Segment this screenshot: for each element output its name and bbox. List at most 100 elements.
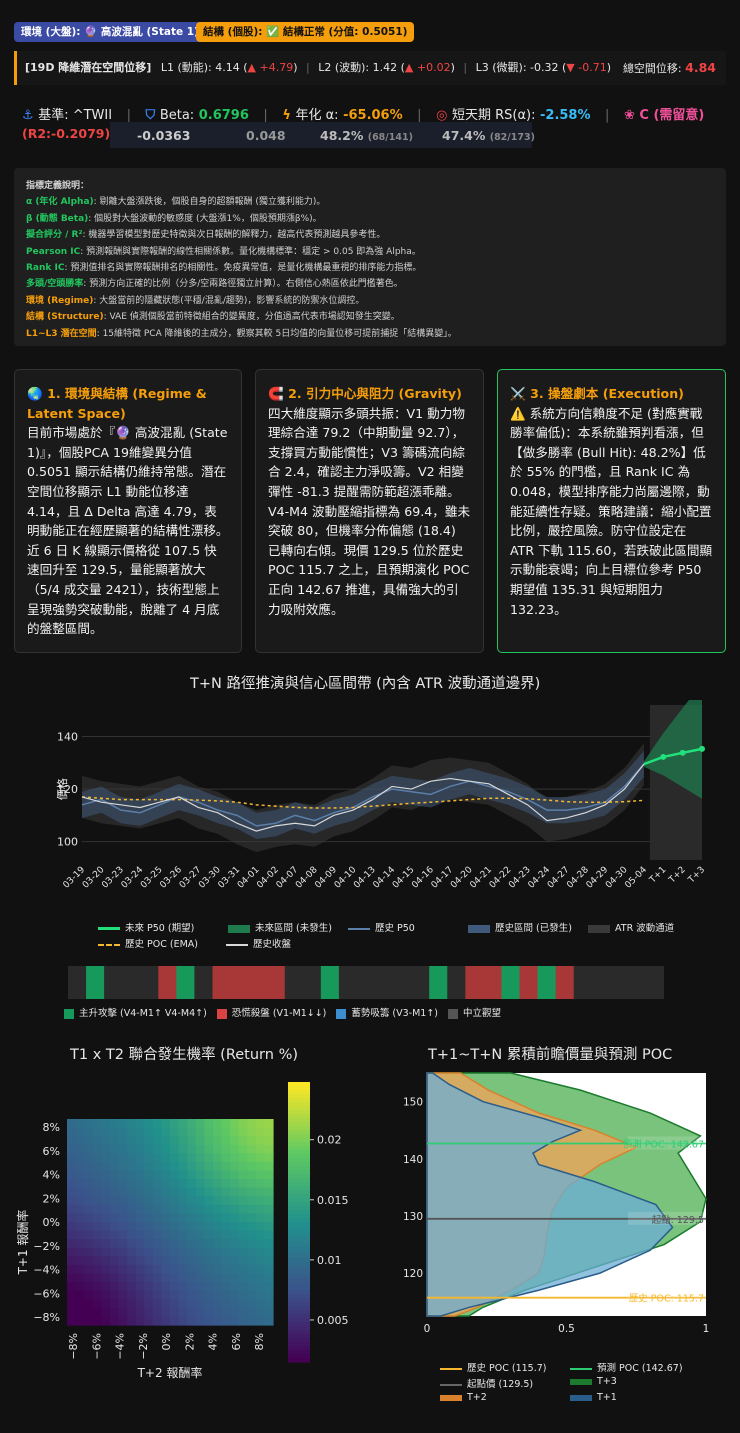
regime-cell <box>609 966 629 999</box>
heat-cell <box>178 1161 188 1172</box>
heat-cell <box>170 1213 180 1223</box>
heat-cell <box>238 1127 248 1137</box>
heat-cell <box>195 1179 205 1189</box>
heat-cell <box>161 1282 171 1292</box>
heat-cell <box>187 1196 197 1206</box>
future-band <box>643 700 702 799</box>
heat-cell <box>195 1187 205 1197</box>
heat-cell <box>109 1161 120 1172</box>
heat-cell <box>195 1136 205 1146</box>
heat-cell <box>152 1273 163 1283</box>
heat-cell <box>67 1239 77 1249</box>
heat-cell <box>101 1144 111 1154</box>
heat-cell <box>170 1316 180 1326</box>
heatmap-chart: 8% 6% 4% 2% 0% −2% −4% −6% −8% −8% −6% −4% −2% 0% 2% 4%… <box>15 1082 349 1380</box>
heat-cell <box>75 1144 85 1154</box>
heat-cell <box>109 1282 120 1292</box>
heat-cell <box>152 1282 163 1292</box>
heat-cell <box>238 1230 248 1240</box>
heat-cell <box>264 1161 274 1172</box>
heat-cell <box>135 1307 145 1318</box>
heat-cell <box>109 1187 120 1197</box>
card-regime: 🌏 1. 環境與結構 (Regime & Latent Space) 目前市場處… <box>14 369 242 653</box>
heat-cell <box>187 1179 197 1189</box>
heat-cell <box>118 1273 128 1283</box>
heat-cell <box>230 1239 240 1249</box>
colorbar-tick-label: 0.005 <box>317 1314 349 1327</box>
heat-cell <box>212 1187 223 1197</box>
heat-cell <box>127 1290 137 1300</box>
heat-cell <box>84 1127 94 1137</box>
heat-cell <box>161 1179 171 1189</box>
heat-cell <box>84 1170 94 1180</box>
heat-cell <box>221 1127 231 1137</box>
heat-cell <box>221 1119 231 1129</box>
legend-item: 歷史收盤 <box>226 936 291 950</box>
heat-cell <box>109 1127 120 1137</box>
colorbar-cell <box>288 1334 310 1339</box>
heat-cell <box>264 1187 274 1197</box>
colorbar-cell <box>288 1314 310 1319</box>
heat-cell <box>135 1196 145 1206</box>
colorbar-cell <box>288 1154 310 1159</box>
heat-cell <box>212 1153 223 1163</box>
heat-cell <box>127 1307 137 1318</box>
heat-cell <box>238 1153 248 1163</box>
heat-cell <box>255 1256 266 1266</box>
heat-cell <box>187 1316 197 1326</box>
heat-cell <box>212 1144 223 1154</box>
heat-cell <box>204 1153 214 1163</box>
heat-cell <box>195 1290 205 1300</box>
heat-cell <box>178 1196 188 1206</box>
heat-cell <box>67 1290 77 1300</box>
heat-cell <box>204 1127 214 1137</box>
heat-cell <box>212 1204 223 1215</box>
heat-cell <box>67 1119 77 1129</box>
heat-cell <box>195 1282 205 1292</box>
heat-cell <box>230 1282 240 1292</box>
heat-cell <box>187 1282 197 1292</box>
heat-cell <box>161 1230 171 1240</box>
heat-cell <box>170 1161 180 1172</box>
heat-cell <box>84 1119 94 1129</box>
heat-cell <box>127 1170 137 1180</box>
heat-cell <box>212 1239 223 1249</box>
regime-cell <box>338 966 358 999</box>
heat-cell <box>144 1247 154 1257</box>
heat-cell <box>161 1264 171 1275</box>
heat-cell <box>127 1230 137 1240</box>
heat-cell <box>212 1290 223 1300</box>
colorbar-cell <box>288 1110 310 1115</box>
legend-item: ATR 波動通道 <box>588 920 674 934</box>
heat-cell <box>178 1256 188 1266</box>
heat-cell <box>92 1299 102 1309</box>
y-tick-label: 140 <box>57 731 78 744</box>
regime-cell <box>86 966 105 999</box>
regime-legend-item: 恐慌殺盤 (V1-M1↓↓) <box>216 1008 326 1019</box>
heat-cell <box>247 1153 257 1163</box>
heat-cell <box>144 1136 154 1146</box>
heat-cell <box>84 1153 94 1163</box>
heat-cell <box>170 1119 180 1129</box>
y-tick-label: 120 <box>403 1268 423 1280</box>
heat-cell <box>84 1161 94 1172</box>
heat-cell <box>118 1239 128 1249</box>
heat-cell <box>161 1196 171 1206</box>
heat-cell <box>92 1247 102 1257</box>
heat-cell <box>92 1204 102 1215</box>
heat-cell <box>212 1299 223 1309</box>
heat-cell <box>127 1187 137 1197</box>
heat-cell <box>255 1187 266 1197</box>
heat-cell <box>127 1273 137 1283</box>
heat-cell <box>264 1307 274 1318</box>
heat-cell <box>67 1282 77 1292</box>
colorbar-cell <box>288 1338 310 1343</box>
heat-cell <box>247 1222 257 1232</box>
heat-cell <box>152 1179 163 1189</box>
heat-cell <box>195 1264 205 1275</box>
regime-cell <box>68 966 87 999</box>
heat-cell <box>101 1153 111 1163</box>
colorbar-cell <box>288 1166 310 1171</box>
heat-cell <box>187 1170 197 1180</box>
card-gravity: 🧲 2. 引力中心與阻力 (Gravity) 四大維度顯示多頭共振：V1 動力物… <box>255 369 484 653</box>
